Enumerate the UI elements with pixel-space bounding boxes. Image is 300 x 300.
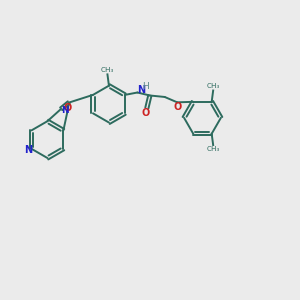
Text: N: N [137, 85, 145, 94]
Text: CH₃: CH₃ [101, 67, 114, 73]
Text: O: O [173, 102, 181, 112]
Text: CH₃: CH₃ [206, 83, 220, 89]
Text: H: H [142, 82, 149, 91]
Text: O: O [141, 108, 149, 118]
Text: CH₃: CH₃ [206, 146, 220, 152]
Text: N: N [24, 145, 32, 155]
Text: N: N [61, 106, 68, 115]
Text: O: O [63, 103, 71, 113]
